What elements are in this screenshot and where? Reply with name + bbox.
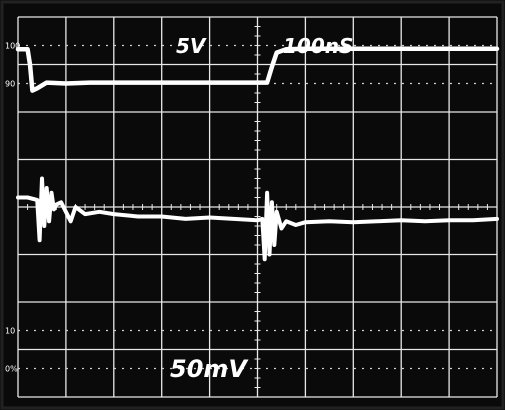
- center-axis-ticks: [17, 16, 498, 398]
- trace-channel-2: [16, 176, 499, 262]
- percent-marker-label: 0%: [5, 365, 18, 374]
- channel2-scale-label: 50mV: [170, 355, 249, 383]
- percent-marker-label: 10: [5, 327, 15, 336]
- timebase-label: 100nS: [283, 34, 353, 58]
- percent-markers: 100 90 10 0%: [5, 42, 20, 374]
- channel1-scale-label: 5V: [176, 34, 207, 58]
- trace-channel-1: [15, 46, 500, 93]
- signal-traces: [15, 46, 500, 262]
- percent-marker-label: 100: [5, 42, 20, 51]
- percent-marker-label: 90: [5, 80, 15, 89]
